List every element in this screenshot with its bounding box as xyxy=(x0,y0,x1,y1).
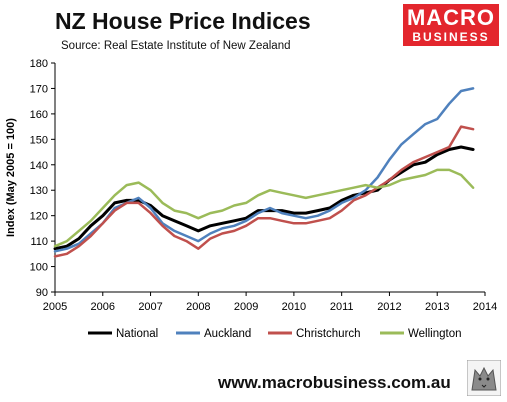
x-tick-label: 2005 xyxy=(43,301,67,313)
x-tick-label: 2007 xyxy=(138,301,162,313)
logo-line-2: BUSINESS xyxy=(412,30,490,44)
y-tick-label: 110 xyxy=(30,236,48,248)
legend-label-christchurch: Christchurch xyxy=(296,328,361,340)
legend-label-national: National xyxy=(116,328,158,340)
chart-title: NZ House Price Indices xyxy=(55,8,311,34)
x-tick-label: 2008 xyxy=(186,301,210,313)
website-url: www.macrobusiness.com.au xyxy=(218,373,451,392)
series-line-christchurch xyxy=(53,125,475,258)
x-tick-label: 2010 xyxy=(282,301,306,313)
y-axis-label: Index (May 2005 = 100) xyxy=(5,118,17,237)
x-tick-label: 2011 xyxy=(330,301,354,313)
wolf-logo-icon xyxy=(467,360,501,396)
chart-subtitle: Source: Real Estate Institute of New Zea… xyxy=(61,40,291,52)
y-tick-label: 130 xyxy=(30,185,48,197)
x-tick-label: 2013 xyxy=(425,301,449,313)
x-tick-label: 2009 xyxy=(234,301,258,313)
legend-label-wellington: Wellington xyxy=(408,328,462,340)
x-tick-label: 2006 xyxy=(91,301,115,313)
series-line-national xyxy=(53,145,475,251)
macrobusiness-logo: MACRO BUSINESS xyxy=(403,4,499,46)
y-tick-label: 90 xyxy=(36,287,48,299)
legend-label-auckland: Auckland xyxy=(204,328,251,340)
logo-line-1: MACRO xyxy=(406,5,496,30)
y-tick-label: 100 xyxy=(30,262,48,274)
y-tick-label: 150 xyxy=(30,134,48,146)
y-tick-label: 170 xyxy=(30,83,48,95)
y-tick-label: 180 xyxy=(30,58,48,70)
x-tick-label: 2014 xyxy=(473,301,497,313)
series-line-auckland xyxy=(53,87,475,253)
y-tick-label: 140 xyxy=(30,160,48,172)
series-line-wellington xyxy=(53,168,475,248)
x-tick-label: 2012 xyxy=(377,301,401,313)
y-tick-label: 160 xyxy=(30,109,48,121)
y-tick-label: 120 xyxy=(30,211,48,223)
